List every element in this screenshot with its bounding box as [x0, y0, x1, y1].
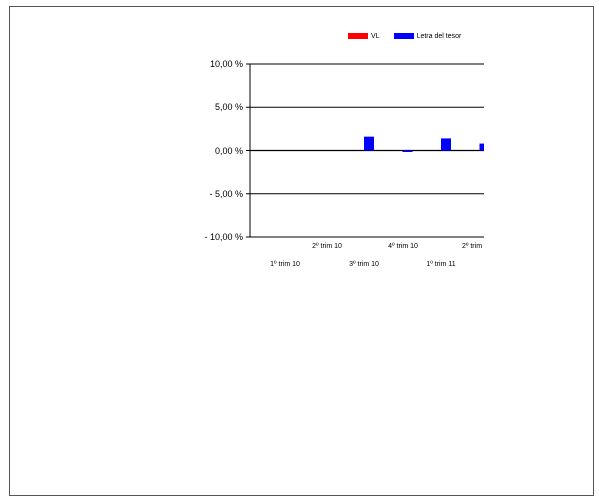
x-tick-label: 1º trim 11 — [426, 261, 456, 268]
bar-letra-del-tesor — [479, 143, 484, 151]
bar-letra-del-tesor — [402, 150, 413, 152]
y-tick-label: 5,00 % — [214, 102, 243, 112]
legend-swatch-letra — [393, 33, 414, 39]
legend-label-vl: VL — [371, 32, 380, 40]
y-tick-label: 10,00 % — [209, 59, 243, 69]
legend-label-letra: Letra del tesor — [416, 32, 462, 40]
legend-item-vl: VL — [348, 33, 380, 40]
y-tick-label: 0,00 % — [214, 146, 243, 156]
x-tick-label: 1º trim 10 — [270, 261, 300, 268]
x-tick-label: 2º trim — [461, 243, 483, 250]
x-tick-label: 3º trim 10 — [349, 261, 379, 268]
legend-swatch-vl — [348, 33, 368, 39]
legend-item-letra: Letra del tesor — [393, 32, 462, 40]
y-tick-label: - 5,00 % — [209, 189, 243, 199]
x-tick-label: 2º trim 10 — [312, 243, 342, 250]
bar-letra-del-tesor — [441, 138, 451, 151]
chart-legend: VL Letra del tesor — [348, 31, 475, 41]
y-tick-label: - 10,00 % — [204, 232, 243, 242]
chart-frame — [9, 6, 594, 496]
x-tick-label: 4º trim 10 — [388, 243, 418, 250]
bar-letra-del-tesor — [364, 136, 374, 151]
